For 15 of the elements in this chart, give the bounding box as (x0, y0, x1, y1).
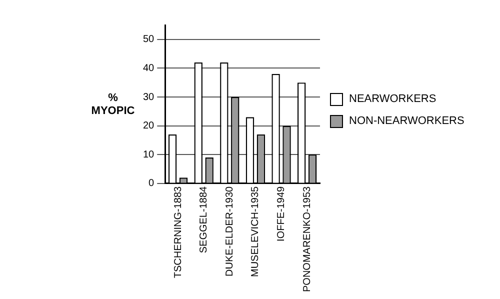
text: NEARWORKERS (349, 93, 436, 105)
y-tick-label: 40 (143, 62, 155, 74)
x-tick-label: DUKE-ELDER-1930 (224, 186, 236, 276)
x-tick-label: PONOMARENKO-1953 (302, 186, 313, 292)
x-tick-label: TSCHERNING-1883 (172, 186, 184, 278)
x-tick-label: MUSELEVICH-1935 (250, 186, 262, 278)
x-tick-label: IOFFE-1949 (276, 186, 288, 242)
y-tick-label: 30 (143, 92, 155, 103)
legend-label: NON-NEARWORKERS (349, 115, 464, 127)
x-tick-label: SEGGEL-1884 (198, 186, 210, 254)
y-axis-title: % MYOPIC (90, 92, 136, 118)
y-tick-label: 20 (143, 120, 155, 132)
y-tick-label: 50 (143, 34, 155, 46)
y-tick-label: 0 (148, 178, 155, 190)
y-tick-label: 10 (143, 149, 155, 160)
